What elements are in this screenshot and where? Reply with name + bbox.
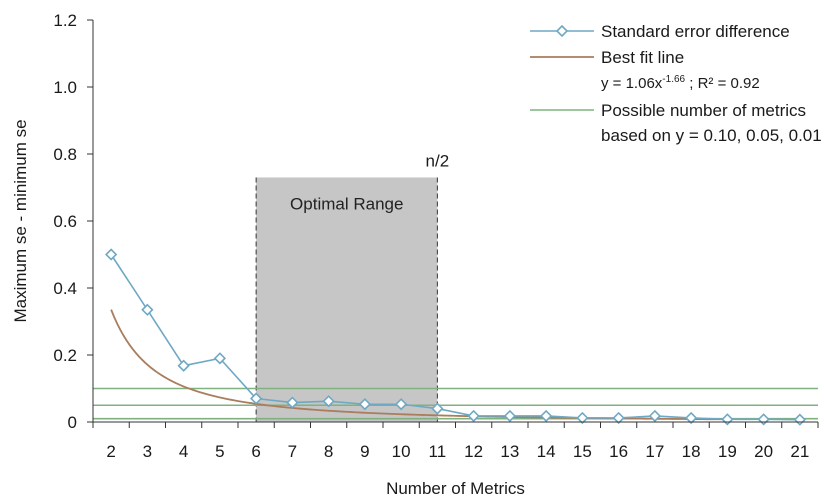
x-tick-label: 19: [718, 442, 737, 461]
x-tick-label: 4: [179, 442, 188, 461]
y-tick-label: 0.4: [53, 279, 77, 298]
best-fit-curve: [110, 309, 728, 421]
y-tick-label: 0: [68, 413, 77, 432]
data-point-3: [141, 303, 154, 316]
optimal-range-label: Optimal Range: [290, 194, 403, 213]
x-tick-label: 15: [573, 442, 592, 461]
y-axis-label: Maximum se - minimum se: [11, 119, 30, 322]
x-tick-label: 8: [324, 442, 333, 461]
se-difference-line: [110, 254, 800, 421]
legend-diamond-marker: [555, 24, 569, 38]
y-tick-label: 1.2: [53, 11, 77, 30]
data-point-6: [249, 392, 263, 405]
data-point-21: [793, 413, 807, 426]
y-tick-label: 1.0: [53, 78, 77, 97]
x-tick-label: 3: [143, 442, 152, 461]
y-tick-label: 0.2: [53, 346, 77, 365]
data-point-13: [503, 409, 517, 423]
x-axis-label: Number of Metrics: [386, 479, 525, 498]
data-point-2: [104, 248, 118, 261]
data-point-17: [648, 409, 662, 423]
data-point-19: [721, 413, 734, 426]
x-tick-label: 21: [790, 442, 809, 461]
data-point-18: [684, 411, 698, 425]
data-point-8: [322, 395, 335, 408]
eq-prefix: y = 1.06x: [601, 75, 663, 92]
x-tick-label: 12: [464, 442, 483, 461]
y-tick-label: 0.6: [53, 212, 77, 231]
legend-label-thresholds-line1: Possible number of metrics: [601, 101, 806, 120]
legend-label-best-fit: Best fit line: [601, 48, 684, 67]
n-half-annotation: n/2: [426, 151, 450, 170]
y-tick-label: 0.8: [53, 145, 77, 164]
data-point-9: [358, 398, 372, 411]
optimal-range-region: [256, 177, 438, 422]
y-axis-ticks: 0 0.2 0.4 0.6 0.8 1.0 1.2: [53, 11, 93, 432]
x-tick-label: 14: [537, 442, 556, 461]
x-tick-label: 6: [251, 442, 260, 461]
x-axis-ticks: 2 3 4 5 6 7 8 9 10 11 12 13 14 15 16 17 18 19 20 21: [92, 422, 819, 461]
legend: Standard error difference Best fit line …: [530, 22, 822, 145]
data-point-14: [539, 409, 553, 423]
eq-exponent: -1.66: [662, 74, 685, 85]
se-difference-series: [104, 248, 807, 426]
x-tick-label: 10: [392, 442, 411, 461]
data-point-10: [394, 398, 408, 411]
best-fit-line-group: [110, 309, 728, 421]
data-point-11: [431, 402, 444, 415]
data-point-7: [286, 396, 299, 409]
data-point-12: [467, 409, 480, 423]
data-point-15: [576, 411, 589, 425]
x-tick-label: 17: [645, 442, 664, 461]
legend-label-thresholds-line2: based on y = 0.10, 0.05, 0.01: [601, 126, 822, 145]
data-point-16: [612, 411, 625, 425]
data-point-20: [757, 413, 770, 426]
legend-label-se-difference: Standard error difference: [601, 22, 790, 41]
eq-suffix: ; R² = 0.92: [685, 75, 760, 92]
x-tick-label: 9: [360, 442, 369, 461]
x-tick-label: 7: [288, 442, 297, 461]
x-tick-label: 20: [754, 442, 773, 461]
x-tick-label: 16: [609, 442, 628, 461]
x-tick-label: 2: [106, 442, 115, 461]
data-point-5: [213, 352, 227, 365]
x-tick-label: 11: [429, 442, 447, 461]
x-tick-label: 13: [500, 442, 519, 461]
data-point-4: [177, 359, 190, 372]
x-tick-label: 5: [215, 442, 224, 461]
x-tick-label: 18: [682, 442, 701, 461]
legend-fit-equation: y = 1.06x-1.66 ; R² = 0.92: [601, 74, 760, 92]
